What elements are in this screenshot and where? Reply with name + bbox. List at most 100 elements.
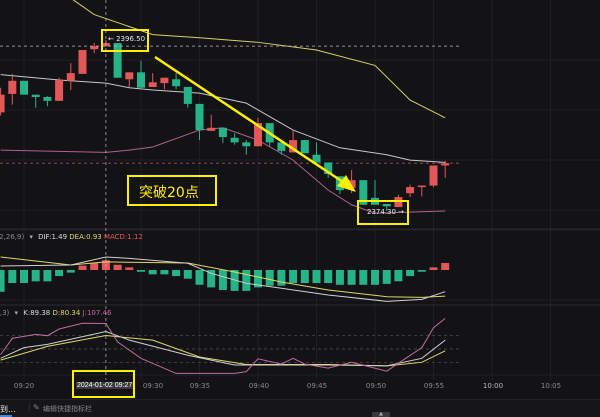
kdj-k: K:89.38 — [23, 309, 51, 317]
candle-body — [195, 103, 204, 131]
bollinger-middle-line — [0, 74, 446, 163]
candle-body — [160, 77, 169, 84]
macd-histogram-bar — [160, 270, 169, 275]
callout-text: 突破20点 — [139, 185, 199, 201]
time-tick: 09:40 — [248, 382, 270, 390]
trend-arrow-line — [154, 55, 347, 186]
macd-histogram-bar — [394, 270, 403, 282]
macd-histogram-bar — [90, 263, 99, 270]
candle-body — [43, 96, 52, 101]
macd-histogram-bar — [125, 267, 134, 270]
macd-histogram-bar — [441, 263, 450, 270]
candle-body — [347, 180, 356, 188]
trend-arrow-head-icon — [337, 175, 356, 192]
macd-header[interactable]: (12,26,9) ▾ DIF:1.49 DEA:0.93 MACD:1.12 — [0, 233, 143, 241]
high-price-label: ← 2396.50 — [108, 35, 146, 43]
candlestick-chart[interactable] — [0, 0, 600, 400]
kdj-j: J:107.46 — [82, 309, 112, 317]
macd-histogram-bar — [289, 270, 298, 284]
time-tick: 10:05 — [540, 382, 562, 390]
candle-body — [230, 137, 239, 143]
macd-histogram-bar — [218, 270, 227, 291]
candle-body — [394, 197, 403, 208]
kdj-params: (9,3,3) — [0, 309, 10, 317]
macd-histogram-bar — [254, 270, 262, 288]
macd-histogram-bar — [312, 270, 321, 284]
candle-body — [0, 94, 5, 113]
candle-body — [289, 140, 298, 153]
candle-body — [172, 79, 181, 87]
macd-histogram-bar — [78, 265, 87, 270]
bollinger-upper-line — [72, 0, 446, 119]
macd-histogram-bar — [359, 270, 368, 285]
low-price-label: 2374.30 → — [367, 208, 405, 216]
time-tick: 09:30 — [142, 382, 164, 390]
macd-histogram-bar — [66, 270, 75, 273]
macd-histogram-bar — [277, 270, 286, 286]
macd-histogram-bar — [31, 270, 40, 282]
candle-body — [31, 94, 40, 97]
kdj-header[interactable]: (9,3,3) ▾ K:89.38 D:80.34 J:107.46 — [0, 309, 111, 317]
divider: | — [28, 403, 31, 411]
macd-histogram-bar — [417, 270, 426, 272]
time-tick: 09:45 — [306, 382, 328, 390]
macd-histogram-bar — [148, 270, 157, 275]
macd-histogram-bar — [0, 270, 5, 292]
kdj-d: D:80.34 — [52, 309, 81, 317]
dropdown-icon[interactable]: ▾ — [14, 309, 19, 317]
macd-value: MACD:1.12 — [103, 233, 143, 241]
macd-histogram-bar — [242, 270, 251, 291]
macd-histogram-bar — [324, 270, 333, 284]
expand-panel-button[interactable]: ▲ — [372, 412, 390, 417]
candle-body — [324, 162, 333, 174]
candle-body — [277, 142, 286, 151]
macd-histogram-bar — [43, 270, 52, 282]
candle-body — [359, 180, 368, 205]
indicator-tab[interactable]: 到... — [0, 405, 16, 414]
edit-quick-indicator-bar[interactable]: 编辑快捷指标栏 — [43, 405, 92, 413]
macd-histogram-bar — [183, 270, 192, 279]
macd-histogram-bar — [172, 270, 181, 277]
candle-body — [441, 163, 450, 166]
candle-body — [417, 185, 426, 188]
time-tick: 10:00 — [482, 382, 504, 390]
candle-body — [148, 82, 157, 87]
time-tick: 09:20 — [13, 382, 35, 390]
macd-dea-line — [0, 256, 446, 298]
macd-dif-line — [0, 256, 446, 302]
macd-histogram-bar — [347, 270, 356, 285]
candle-body — [55, 80, 64, 101]
candle-body — [113, 43, 122, 78]
candle-body — [242, 142, 251, 147]
macd-histogram-bar — [207, 270, 216, 288]
macd-histogram-bar — [265, 270, 274, 286]
edit-icon[interactable]: ✎ — [33, 403, 40, 412]
time-tick: 09:55 — [423, 382, 445, 390]
macd-histogram-bar — [429, 267, 438, 270]
candle-body — [300, 140, 309, 154]
macd-histogram-bar — [300, 270, 309, 284]
macd-histogram-bar — [371, 270, 379, 285]
bottom-toolbar: 到... | ✎ 编辑快捷指标栏 ▲ — [0, 399, 600, 417]
candle-body — [429, 165, 438, 186]
candle-body — [90, 46, 99, 50]
candle-body — [78, 50, 87, 74]
candle-body — [312, 154, 321, 163]
low-price-highlight: 2374.30 → — [357, 200, 409, 225]
high-price-highlight: ← 2396.50 — [101, 29, 149, 52]
macd-histogram-bar — [137, 270, 145, 272]
candle-body — [137, 72, 145, 88]
macd-params: (12,26,9) — [0, 233, 25, 241]
kdj-j-line — [0, 317, 446, 374]
kdj-k-line — [0, 330, 446, 367]
crosshair-time-highlight: 2024-01-02 09:27 — [72, 370, 135, 398]
macd-dif: DIF:1.49 — [38, 233, 68, 241]
macd-histogram-bar — [382, 270, 391, 284]
macd-histogram-bar — [55, 270, 64, 277]
candle-body — [218, 127, 227, 138]
bollinger-lower-line — [0, 127, 446, 214]
dropdown-icon[interactable]: ▾ — [29, 233, 33, 241]
time-tick: 09:50 — [365, 382, 387, 390]
candle-body — [183, 86, 192, 104]
macd-dea: DEA:0.93 — [69, 233, 102, 241]
